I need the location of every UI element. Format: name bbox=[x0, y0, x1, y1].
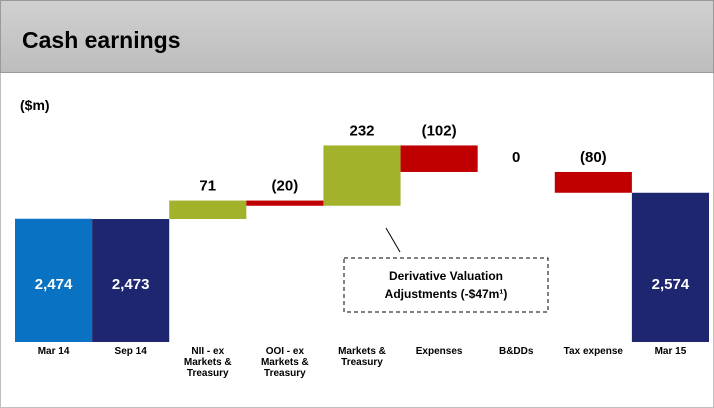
x-tick-label: Tax expense bbox=[563, 346, 623, 357]
bar bbox=[323, 145, 401, 206]
header-band bbox=[0, 0, 714, 73]
x-tick-label: B&DDs bbox=[498, 346, 534, 357]
annotation-line: Derivative Valuation bbox=[389, 269, 503, 283]
chart-title: Cash earnings bbox=[22, 27, 181, 53]
value-label: 232 bbox=[349, 122, 374, 139]
annotation-box bbox=[343, 257, 549, 313]
bar bbox=[400, 145, 478, 172]
leader-line bbox=[385, 227, 401, 253]
bar bbox=[92, 219, 170, 342]
value-label: 0 bbox=[512, 149, 520, 166]
value-label: 2,574 bbox=[652, 276, 690, 293]
x-tick-label: Sep 14 bbox=[114, 346, 147, 357]
value-label: 71 bbox=[199, 178, 216, 195]
value-label: 2,474 bbox=[35, 276, 73, 293]
bar bbox=[246, 200, 324, 206]
x-tick-label: Mar 14 bbox=[37, 346, 70, 357]
value-label: 2,473 bbox=[112, 276, 150, 293]
bar bbox=[554, 171, 632, 193]
x-tick-label: Expenses bbox=[415, 346, 463, 357]
x-tick-label: NII - ex Markets & Treasury bbox=[183, 346, 232, 379]
bar bbox=[169, 200, 247, 220]
x-tick-label: Mar 15 bbox=[654, 346, 687, 357]
value-label: (20) bbox=[272, 178, 299, 195]
bar bbox=[15, 218, 93, 342]
x-tick-label: Markets & Treasury bbox=[338, 346, 386, 368]
unit-label: ($m) bbox=[20, 97, 50, 113]
bar bbox=[631, 192, 709, 342]
annotation-line: Adjustments (-$47m¹) bbox=[385, 287, 508, 301]
x-tick-label: OOI - ex Markets & Treasury bbox=[260, 346, 309, 379]
value-label: (80) bbox=[580, 149, 607, 166]
value-label: (102) bbox=[422, 122, 457, 139]
